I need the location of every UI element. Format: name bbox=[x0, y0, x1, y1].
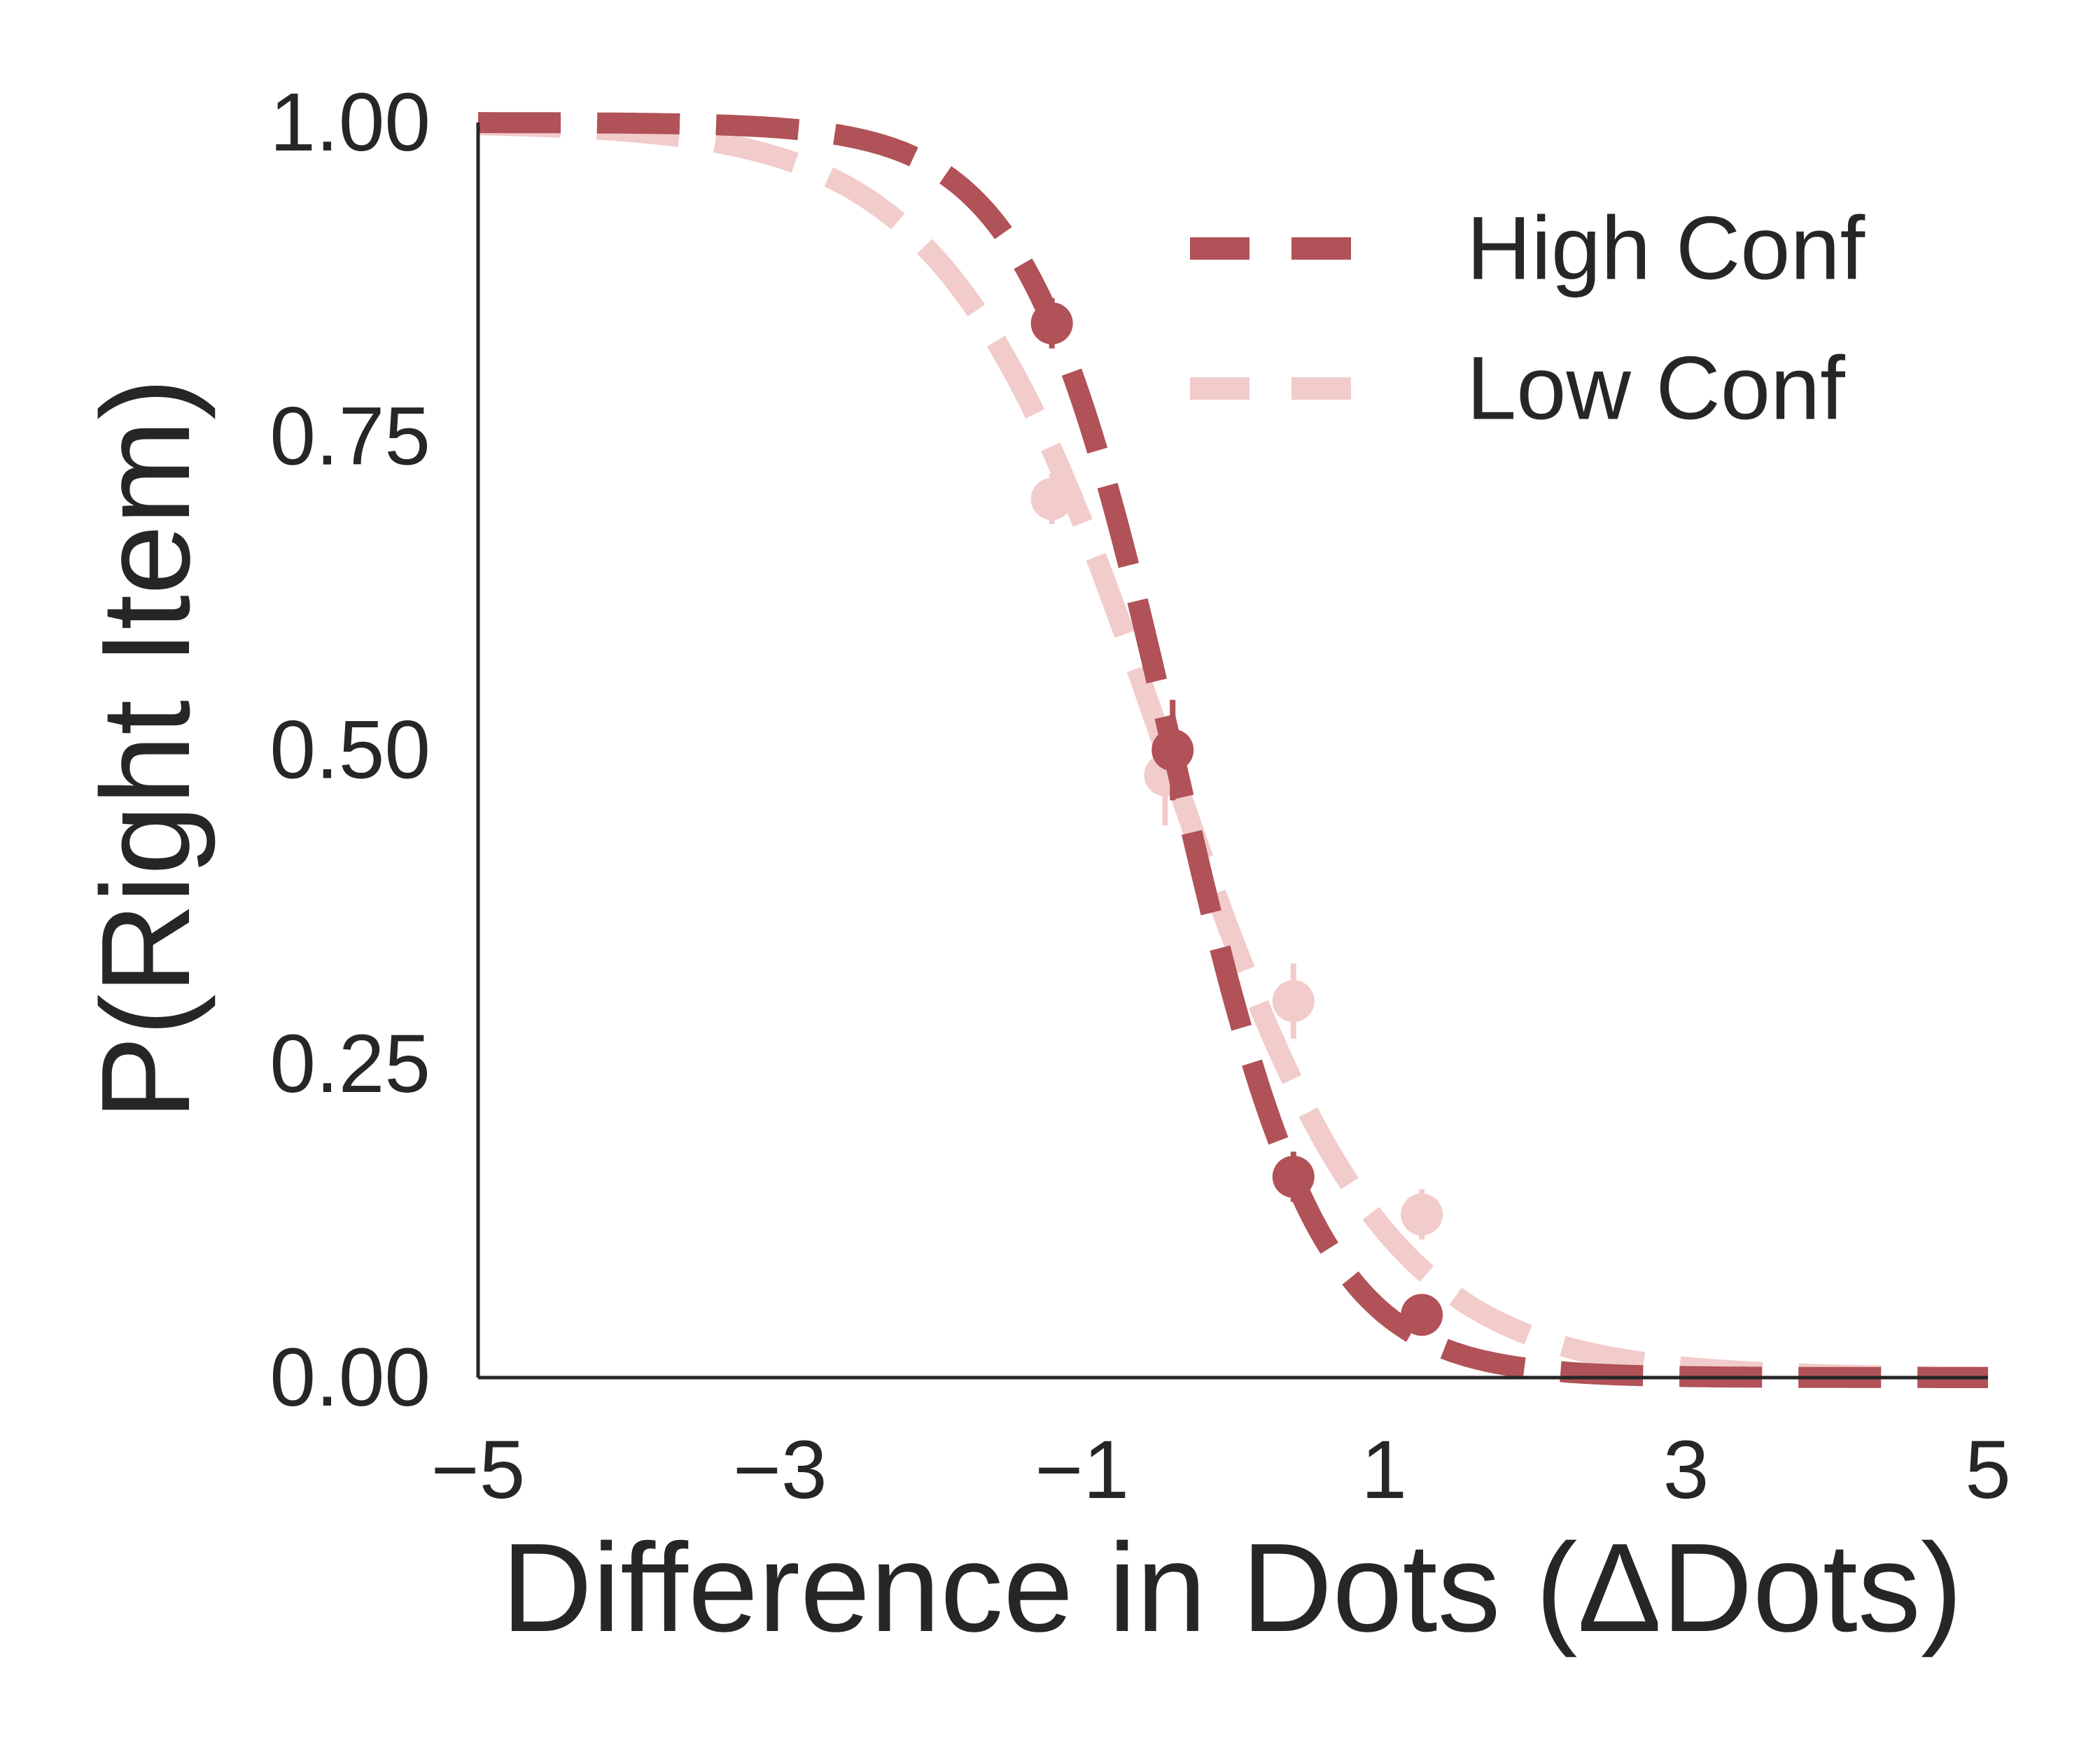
x-axis-title: Difference in Dots (ΔDots) bbox=[501, 1518, 1963, 1658]
low-conf-data-point-2 bbox=[1272, 980, 1315, 1023]
legend-label-high-conf: High Conf bbox=[1466, 199, 1865, 299]
low-conf-fit-curve bbox=[477, 114, 1989, 1388]
x-tick-label-2: −1 bbox=[1035, 1424, 1130, 1516]
x-tick-label-3: 1 bbox=[1361, 1424, 1407, 1516]
high-conf-data-point-2 bbox=[1272, 1156, 1315, 1198]
x-tick-label-0: −5 bbox=[431, 1424, 526, 1516]
high-conf-data-point-3 bbox=[1401, 1294, 1443, 1336]
high-conf-fit-curve bbox=[478, 112, 1988, 1388]
legend-item-low-conf: Low Conf bbox=[1190, 339, 1845, 439]
series-low-conf bbox=[477, 114, 1989, 1388]
axes-layer bbox=[476, 122, 1988, 1380]
legend-item-high-conf: High Conf bbox=[1190, 199, 1865, 299]
ticks-layer: −5 −3 −1 1 3 5 0.00 0.25 0.50 0.75 1.00 bbox=[270, 76, 2010, 1516]
y-tick-label-0: 0.00 bbox=[270, 1331, 430, 1424]
y-tick-label-3: 0.75 bbox=[270, 390, 430, 482]
high-conf-data-point-1 bbox=[1152, 729, 1194, 771]
x-tick-label-5: 5 bbox=[1965, 1424, 2011, 1516]
x-tick-label-1: −3 bbox=[733, 1424, 827, 1516]
low-conf-data-point-3 bbox=[1401, 1193, 1443, 1236]
y-axis-title: P(Right Item) bbox=[76, 378, 216, 1120]
y-tick-label-4: 1.00 bbox=[270, 76, 430, 169]
legend: High Conf Low Conf bbox=[1190, 199, 1865, 439]
low-conf-data-point-0 bbox=[1030, 477, 1073, 520]
y-tick-label-2: 0.50 bbox=[270, 704, 430, 797]
legend-label-low-conf: Low Conf bbox=[1466, 339, 1845, 439]
y-tick-label-1: 0.25 bbox=[270, 1018, 430, 1110]
series-high-conf bbox=[478, 112, 1988, 1388]
series-layer bbox=[477, 112, 1989, 1388]
high-conf-data-point-0 bbox=[1030, 302, 1073, 344]
x-tick-label-4: 3 bbox=[1663, 1424, 1709, 1516]
